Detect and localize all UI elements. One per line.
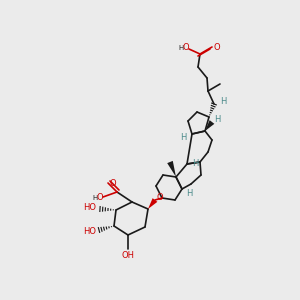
Text: H: H [180, 134, 186, 142]
Text: O: O [97, 194, 103, 202]
Text: O: O [214, 44, 220, 52]
Text: H: H [92, 195, 98, 201]
Polygon shape [148, 198, 158, 209]
Text: HO: HO [83, 203, 97, 212]
Polygon shape [167, 161, 176, 177]
Text: H: H [220, 98, 226, 106]
Text: O: O [110, 179, 116, 188]
Text: H: H [178, 45, 184, 51]
Text: H: H [214, 116, 220, 124]
Polygon shape [205, 120, 214, 131]
Text: H: H [192, 158, 198, 167]
Text: HO: HO [83, 226, 97, 236]
Text: OH: OH [122, 251, 134, 260]
Text: O: O [157, 193, 163, 202]
Text: H: H [186, 190, 192, 199]
Text: O: O [183, 44, 189, 52]
